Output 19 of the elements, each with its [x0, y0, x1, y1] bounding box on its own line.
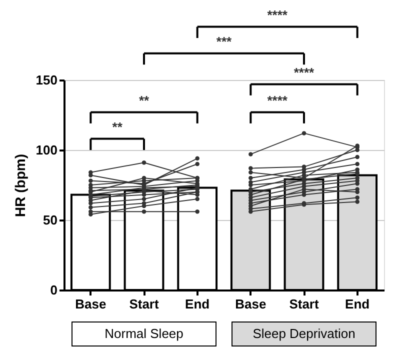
y-tick-label: 0	[50, 282, 58, 298]
x-tick-label: Base	[235, 296, 266, 312]
y-axis-title: HR (bpm)	[12, 154, 28, 217]
x-tick-label: Start	[289, 296, 320, 312]
annotation: ****	[267, 93, 288, 108]
x-tick-label: End	[185, 296, 210, 312]
text: ****	[267, 8, 288, 23]
y-tick-label: 50	[43, 212, 58, 228]
annotation: **	[138, 93, 150, 108]
y-tick-label: 100	[36, 142, 58, 158]
text: Normal Sleep	[104, 326, 184, 341]
annotation: **	[112, 120, 124, 135]
x-tick-label: End	[345, 296, 370, 312]
text: ***	[216, 34, 233, 50]
x-tick-label: Base	[75, 296, 106, 312]
text: Sleep Deprivation	[252, 326, 356, 341]
x-tick-label: Start	[129, 296, 160, 312]
text: ****	[294, 65, 316, 80]
y-tick-label: 150	[36, 72, 58, 88]
